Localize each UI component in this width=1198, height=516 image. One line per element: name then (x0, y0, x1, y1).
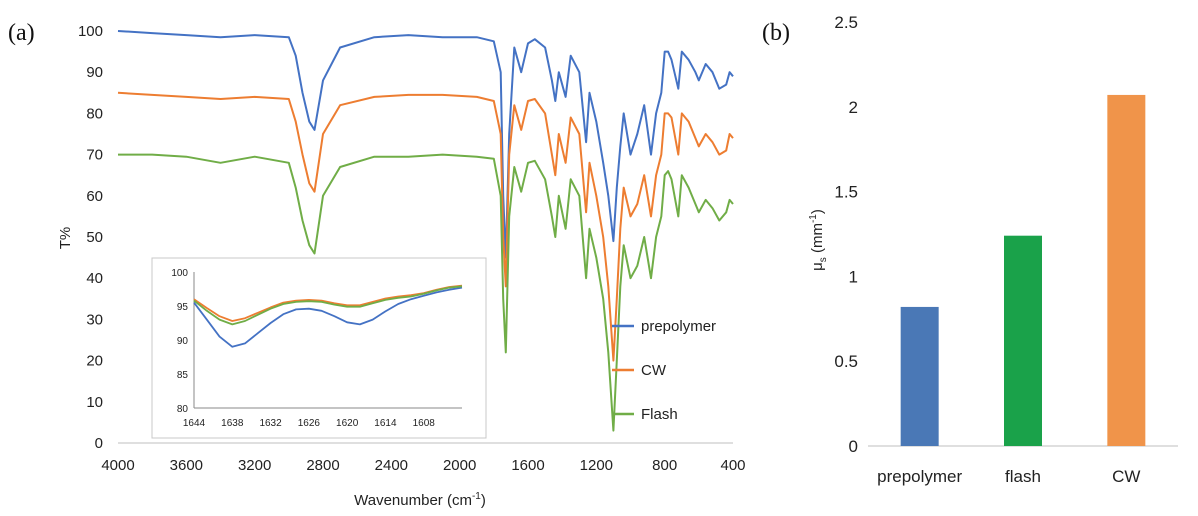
legend-label-flash: Flash (641, 406, 678, 423)
x-tick-label: 3600 (170, 457, 203, 474)
panel-b: (b) 0 0.5 1 1.5 2 2.5 prepolymer flash CW μs (m… (762, 13, 1178, 486)
series-line-cw (117, 91, 734, 362)
panel-a-series (117, 30, 734, 432)
panel-b-label: (b) (762, 20, 790, 46)
bar-prepolymer (900, 306, 939, 446)
panel-b-y-axis-label: μs (mm-1) (808, 209, 829, 271)
x-tick-label: 2000 (443, 457, 476, 474)
inset-x-tick-label: 1644 (183, 418, 206, 429)
bar-y-tick-label: 1 (849, 267, 858, 286)
bar-category-label: CW (1112, 467, 1140, 486)
bar-flash (1004, 235, 1042, 446)
x-tick-label: 1200 (580, 457, 613, 474)
inset-x-tick-label: 1614 (374, 418, 397, 429)
panel-a-y-axis-label: T% (57, 227, 74, 250)
bar-y-tick-label: 2.5 (834, 13, 858, 32)
series-line-flash (118, 153, 734, 432)
x-tick-label: 2800 (306, 457, 339, 474)
inset-y-ticks: 80 85 90 95 100 (171, 268, 188, 415)
inset-x-tick-label: 1608 (413, 418, 436, 429)
legend-label-cw: CW (641, 362, 667, 379)
inset-series-line-prepolymer (193, 286, 463, 348)
bar-cw (1107, 94, 1146, 446)
x-tick-label: 400 (720, 457, 745, 474)
legend-label-prepolymer: prepolymer (641, 318, 716, 335)
bar-y-tick-label: 0 (849, 437, 858, 456)
y-tick-label: 90 (86, 64, 103, 81)
inset-y-tick-label: 80 (177, 404, 189, 415)
bar-y-tick-label: 1.5 (834, 183, 858, 202)
y-tick-label: 100 (78, 23, 103, 40)
panel-a-x-axis-label: Wavenumber (cm-1) (354, 491, 486, 509)
panel-a-legend: prepolymer CW Flash (612, 318, 716, 423)
inset-x-tick-label: 1620 (336, 418, 359, 429)
y-tick-label: 30 (86, 311, 103, 328)
panel-a-inset: 80 85 90 95 100 1644 1638 1632 1626 1620 1614 1608 (151, 257, 487, 439)
x-tick-label: 800 (652, 457, 677, 474)
inset-y-tick-label: 85 (177, 370, 189, 381)
y-tick-label: 80 (86, 105, 103, 122)
panel-a-y-ticks: 0 10 20 30 40 50 60 70 80 90 100 (78, 23, 103, 452)
series-line-prepolymer (117, 30, 734, 259)
bar-category-label: prepolymer (877, 467, 962, 486)
bar-y-tick-label: 0.5 (834, 352, 858, 371)
panel-b-y-ticks: 0 0.5 1 1.5 2 2.5 (834, 13, 858, 456)
x-tick-label: 3200 (238, 457, 271, 474)
panel-b-bars (900, 94, 1146, 446)
y-tick-label: 10 (86, 394, 103, 411)
inset-y-tick-label: 95 (177, 302, 189, 313)
y-tick-label: 70 (86, 147, 103, 164)
inset-frame (151, 257, 487, 439)
panel-b-x-ticks: prepolymer flash CW (877, 467, 1140, 486)
inset-series-line-flash (193, 285, 463, 326)
y-tick-label: 50 (86, 229, 103, 246)
panel-a: (a) 0 10 20 30 40 50 60 70 80 90 100 4000 3600 3200 2… (8, 20, 746, 509)
panel-a-label: (a) (8, 20, 35, 46)
x-tick-label: 2400 (375, 457, 408, 474)
inset-y-tick-label: 100 (171, 268, 188, 279)
bar-y-tick-label: 2 (849, 98, 858, 117)
inset-series-line-cw (193, 284, 463, 322)
inset-x-tick-label: 1632 (259, 418, 282, 429)
panel-a-x-ticks: 4000 3600 3200 2800 2400 2000 1600 1200 800 400 (101, 457, 745, 474)
inset-series (193, 284, 463, 348)
x-tick-label: 1600 (511, 457, 544, 474)
y-tick-label: 20 (86, 353, 103, 370)
y-tick-label: 60 (86, 188, 103, 205)
y-tick-label: 0 (95, 435, 103, 452)
bar-category-label: flash (1005, 467, 1041, 486)
y-tick-label: 40 (86, 270, 103, 287)
inset-x-tick-label: 1626 (298, 418, 321, 429)
inset-x-ticks: 1644 1638 1632 1626 1620 1614 1608 (183, 418, 435, 429)
inset-y-tick-label: 90 (177, 336, 189, 347)
inset-x-tick-label: 1638 (221, 418, 244, 429)
x-tick-label: 4000 (101, 457, 134, 474)
